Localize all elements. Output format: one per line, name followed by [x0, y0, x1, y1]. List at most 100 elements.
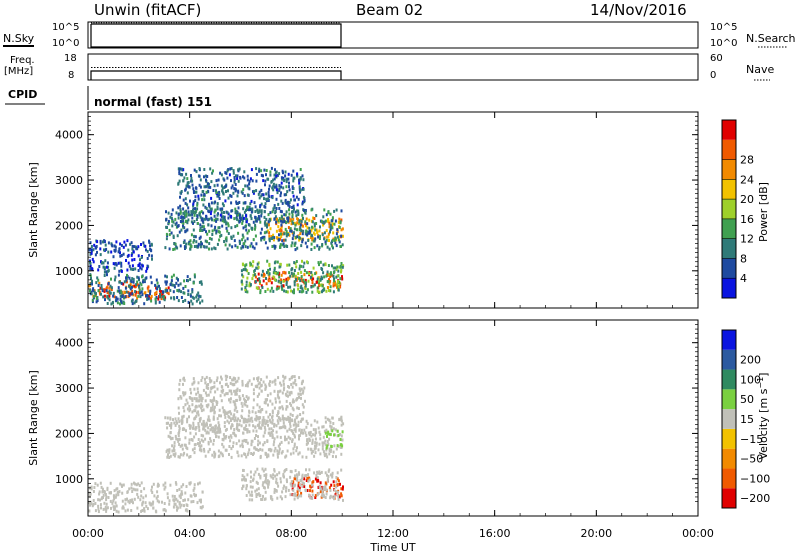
heatmap-cell [207, 415, 210, 419]
heatmap-cell [329, 496, 332, 500]
heatmap-cell [155, 496, 158, 500]
heatmap-cell [122, 506, 125, 510]
heatmap-cell [214, 431, 217, 435]
heatmap-cell [245, 478, 247, 482]
heatmap-cell [298, 488, 301, 492]
heatmap-cell [304, 431, 307, 435]
heatmap-cell [210, 247, 213, 251]
heatmap-cell [266, 229, 269, 233]
heatmap-cell [339, 432, 342, 436]
heatmap-cell [184, 230, 187, 233]
heatmap-cell [285, 489, 287, 493]
heatmap-cell [179, 282, 182, 286]
heatmap-cell [206, 430, 209, 434]
heatmap-cell [313, 232, 316, 236]
heatmap-cell [259, 476, 262, 480]
heatmap-cell [149, 292, 151, 296]
heatmap-cell [114, 248, 117, 252]
heatmap-cell [93, 295, 96, 299]
heatmap-cell [199, 229, 202, 232]
heatmap-cell [331, 429, 334, 433]
heatmap-cell [301, 475, 304, 479]
heatmap-cell [294, 435, 296, 439]
heatmap-cell [153, 494, 156, 498]
heatmap-cell [203, 193, 206, 196]
heatmap-cell [288, 385, 291, 389]
heatmap-cell [250, 217, 253, 221]
heatmap-cell [263, 235, 266, 239]
heatmap-cell [130, 482, 133, 486]
heatmap-cell [293, 269, 296, 272]
heatmap-cell [304, 232, 307, 236]
heatmap-cell [287, 219, 290, 223]
heatmap-cell [187, 213, 190, 217]
heatmap-cell [320, 267, 323, 270]
heatmap-cell [175, 482, 178, 486]
heatmap-cell [248, 179, 251, 183]
heatmap-cell [198, 444, 201, 448]
heatmap-cell [290, 376, 293, 380]
heatmap-cell [330, 445, 333, 448]
heatmap-cell [272, 476, 275, 480]
heatmap-cell [192, 240, 195, 244]
heatmap-cell [285, 437, 288, 441]
heatmap-cell [237, 454, 240, 458]
heatmap-cell [234, 434, 237, 438]
heatmap-cell [293, 176, 296, 180]
heatmap-cell [191, 288, 194, 292]
heatmap-cell [220, 215, 223, 219]
heatmap-cell [250, 442, 253, 446]
x-tick-label: 20:00 [580, 527, 612, 540]
heatmap-cell [122, 282, 125, 286]
heatmap-cell [177, 206, 180, 210]
heatmap-cell [270, 431, 273, 434]
heatmap-cell [186, 221, 189, 225]
colorbar-swatch [722, 428, 736, 449]
heatmap-cell [198, 395, 201, 399]
heatmap-cell [335, 268, 338, 272]
heatmap-cell [263, 441, 266, 445]
heatmap-cell [266, 271, 268, 275]
heatmap-cell [198, 294, 201, 298]
nave-tick-bottom: 0 [710, 70, 717, 81]
heatmap-cell [324, 439, 327, 443]
heatmap-cell [322, 486, 325, 490]
heatmap-cell [115, 299, 118, 303]
heatmap-cell [194, 199, 197, 202]
heatmap-cell [168, 228, 171, 232]
heatmap-cell [98, 281, 101, 285]
heatmap-cell [101, 261, 104, 265]
heatmap-cell [317, 235, 320, 239]
heatmap-cell [293, 444, 296, 448]
heatmap-cell [247, 272, 250, 275]
heatmap-cell [219, 394, 222, 398]
heatmap-cell [211, 408, 214, 412]
heatmap-cell [242, 235, 245, 239]
heatmap-cell [321, 243, 324, 246]
heatmap-cell [310, 248, 313, 251]
heatmap-cell [199, 185, 202, 189]
heatmap-cell [277, 202, 280, 206]
heatmap-cell [101, 289, 104, 293]
heatmap-cell [175, 505, 178, 509]
heatmap-cell [294, 274, 297, 278]
heatmap-cell [195, 170, 198, 174]
heatmap-cell [273, 449, 276, 453]
heatmap-cell [283, 475, 285, 479]
heatmap-cell [298, 222, 300, 226]
heatmap-cell [195, 240, 198, 244]
heatmap-cell [223, 240, 226, 243]
heatmap-cell [195, 397, 198, 401]
heatmap-cell [178, 487, 181, 491]
heatmap-cell [285, 230, 288, 234]
heatmap-cell [215, 191, 218, 194]
heatmap-cell [339, 443, 342, 447]
heatmap-cell [133, 301, 136, 305]
heatmap-cell [253, 273, 256, 277]
heatmap-cell [238, 439, 241, 443]
heatmap-cell [261, 467, 264, 471]
heatmap-cell [308, 468, 311, 472]
heatmap-cell [279, 435, 282, 439]
heatmap-cell [184, 443, 187, 447]
heatmap-cell [263, 431, 266, 435]
